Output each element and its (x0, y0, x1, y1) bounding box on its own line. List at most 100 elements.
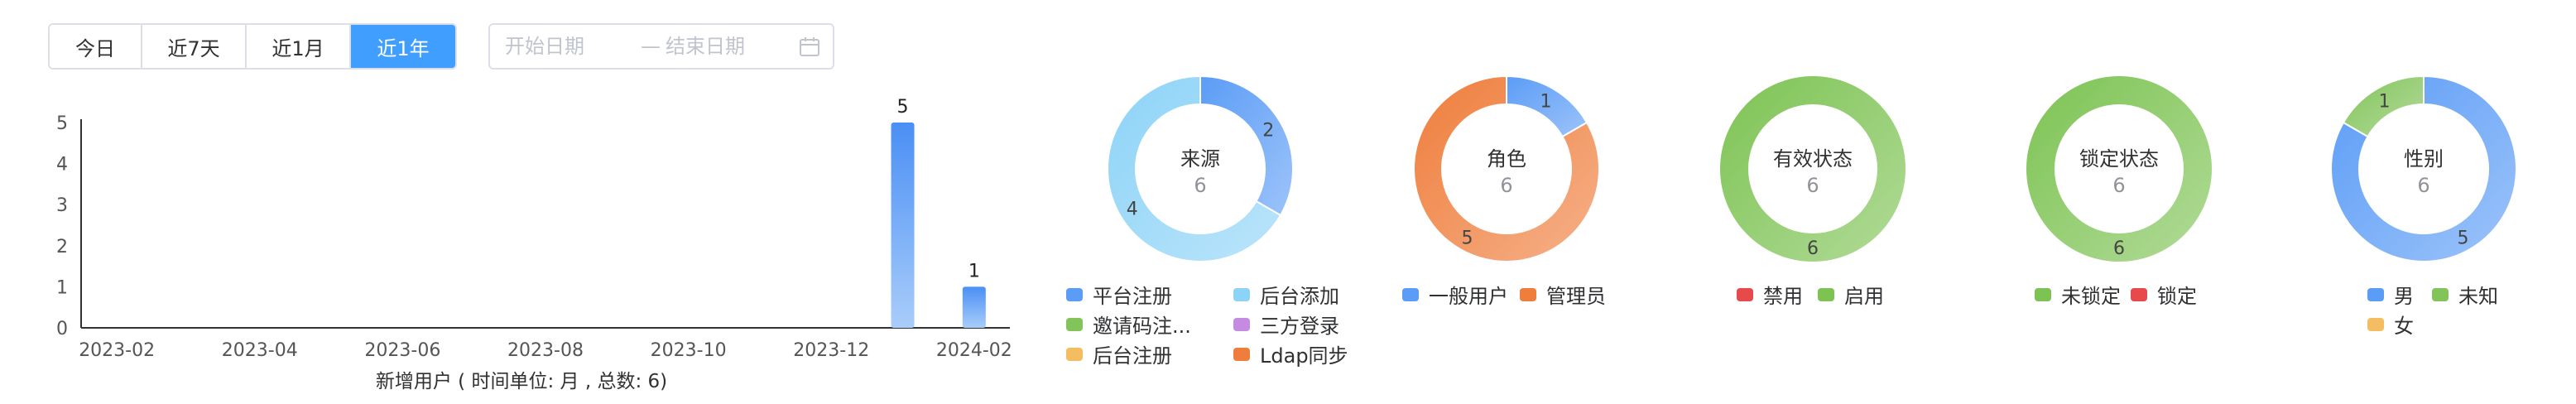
legend-swatch (1233, 317, 1250, 331)
legend-swatch (1818, 287, 1834, 301)
legend-item[interactable]: 锁定 (2131, 280, 2197, 309)
legend-label: 启用 (1844, 285, 1884, 308)
x-tick-label: 2023-02 (79, 340, 155, 361)
legend-item[interactable]: 后台添加 (1233, 280, 1339, 309)
legend-swatch (1520, 287, 1536, 301)
legend-label: 女 (2394, 315, 2414, 338)
range-7days-button[interactable]: 近7天 (142, 25, 247, 68)
end-date-input[interactable] (666, 35, 790, 58)
y-tick-label: 5 (56, 113, 68, 134)
legend-label: 一般用户 (1429, 285, 1508, 308)
donut-total: 6 (2417, 174, 2429, 197)
range-today-button[interactable]: 今日 (50, 25, 142, 68)
legend-item[interactable]: 未知 (2432, 280, 2498, 309)
y-tick-label: 3 (56, 195, 68, 216)
legend-label: 锁定 (2157, 285, 2197, 308)
role-donut-chart: 1 5 角色 6 (1413, 75, 1600, 262)
legend-swatch (2432, 287, 2449, 301)
donut-total: 6 (1194, 174, 1206, 197)
legend-label: Ldap同步 (1260, 344, 1348, 368)
donut-slice[interactable] (1199, 75, 1294, 217)
y-tick-label: 4 (56, 155, 68, 176)
legend-item[interactable]: 邀请码注... (1066, 310, 1191, 339)
legend-swatch (1066, 317, 1083, 331)
x-tick-label: 2024-02 (936, 340, 1012, 361)
slice-value-label: 1 (1540, 92, 1552, 113)
time-range-group: 今日 近7天 近1月 近1年 (48, 23, 457, 70)
legend-item[interactable]: 平台注册 (1066, 280, 1172, 309)
legend-item[interactable]: 一般用户 (1402, 280, 1508, 309)
legend-label: 管理员 (1546, 285, 1606, 308)
legend-label: 未知 (2458, 285, 2498, 308)
donut-slice[interactable] (1107, 75, 1282, 262)
donut-title: 有效状态 (1773, 147, 1853, 171)
legend-swatch (2035, 287, 2051, 301)
legend-item[interactable]: 女 (2367, 310, 2414, 339)
range-1year-button[interactable]: 近1年 (351, 25, 455, 68)
donut-slice[interactable] (1720, 76, 1906, 262)
y-tick-label: 0 (56, 319, 68, 339)
bar-2024-02[interactable] (962, 286, 986, 328)
slice-value-label: 6 (2113, 238, 2125, 259)
bar-data-label: 5 (897, 97, 909, 118)
date-range-picker[interactable]: — (488, 23, 834, 70)
legend-swatch (1233, 347, 1250, 361)
donut-title: 来源 (1180, 147, 1220, 171)
legend-label: 男 (2394, 285, 2414, 308)
legend-swatch (2367, 287, 2384, 301)
x-tick-label: 2023-04 (222, 340, 298, 361)
source-donut-chart: 2 4 来源 6 (1107, 75, 1294, 262)
legend-swatch (1066, 287, 1083, 301)
slice-value-label: 6 (1807, 238, 1819, 259)
legend-item[interactable]: 后台注册 (1066, 339, 1172, 368)
gender-donut-chart: 5 1 性别 6 (2330, 75, 2517, 262)
x-tick-label: 2023-08 (507, 340, 584, 361)
donut-slice[interactable] (1413, 75, 1600, 262)
legend-label: 禁用 (1763, 285, 1803, 308)
slice-value-label: 1 (2379, 92, 2391, 113)
legend-item[interactable]: 三方登录 (1233, 310, 1339, 339)
donut-total: 6 (1806, 174, 1819, 197)
y-tick-label: 2 (56, 237, 68, 257)
lock-status-donut-chart: 6 锁定状态 6 (2026, 76, 2212, 262)
legend-item[interactable]: 管理员 (1520, 280, 1606, 309)
donut-total: 6 (1500, 174, 1512, 197)
x-tick-label: 2023-06 (364, 340, 440, 361)
slice-value-label: 5 (2458, 228, 2469, 248)
legend-swatch (1233, 287, 1250, 301)
legend-swatch (1066, 347, 1083, 361)
legend-item[interactable]: 启用 (1818, 280, 1884, 309)
legend-label: 三方登录 (1260, 315, 1339, 338)
legend-label: 未锁定 (2061, 285, 2121, 308)
donut-slice[interactable] (2342, 75, 2425, 138)
legend-swatch (2367, 317, 2384, 331)
donut-title: 角色 (1487, 147, 1526, 171)
y-tick-label: 1 (56, 277, 68, 298)
range-1month-button[interactable]: 近1月 (247, 25, 351, 68)
donut-slice[interactable] (2330, 75, 2517, 262)
slice-value-label: 2 (1262, 121, 1274, 142)
date-separator: — (641, 35, 661, 58)
legend-label: 平台注册 (1093, 285, 1172, 308)
legend-label: 后台注册 (1093, 344, 1172, 368)
legend-swatch (1737, 287, 1753, 301)
bar-2024-01[interactable] (891, 123, 915, 328)
start-date-input[interactable] (505, 35, 621, 58)
donut-title: 锁定状态 (2079, 147, 2159, 171)
legend-swatch (1402, 287, 1419, 301)
legend-label: 后台添加 (1260, 285, 1339, 308)
legend-item[interactable]: Ldap同步 (1233, 339, 1348, 368)
calendar-icon[interactable] (798, 35, 821, 58)
legend-item[interactable]: 禁用 (1737, 280, 1803, 309)
slice-value-label: 5 (1462, 228, 1473, 248)
valid-status-donut-chart: 6 有效状态 6 (1720, 76, 1906, 262)
legend-item[interactable]: 男 (2367, 280, 2414, 309)
x-tick-label: 2023-12 (793, 340, 869, 361)
legend-item[interactable]: 未锁定 (2035, 280, 2121, 309)
donut-slice[interactable] (2026, 76, 2212, 262)
legend-label: 邀请码注... (1093, 315, 1191, 338)
legend-swatch (2131, 287, 2147, 301)
x-tick-label: 2023-10 (651, 340, 727, 361)
new-users-bar-chart: 0 1 2 3 4 5 2023-02 2023-04 2023-06 2023-08 2023-1… (56, 97, 1012, 392)
bar-chart-x-axis-title: 新增用户 ( 时间单位: 月 , 总数: 6) (376, 371, 667, 392)
